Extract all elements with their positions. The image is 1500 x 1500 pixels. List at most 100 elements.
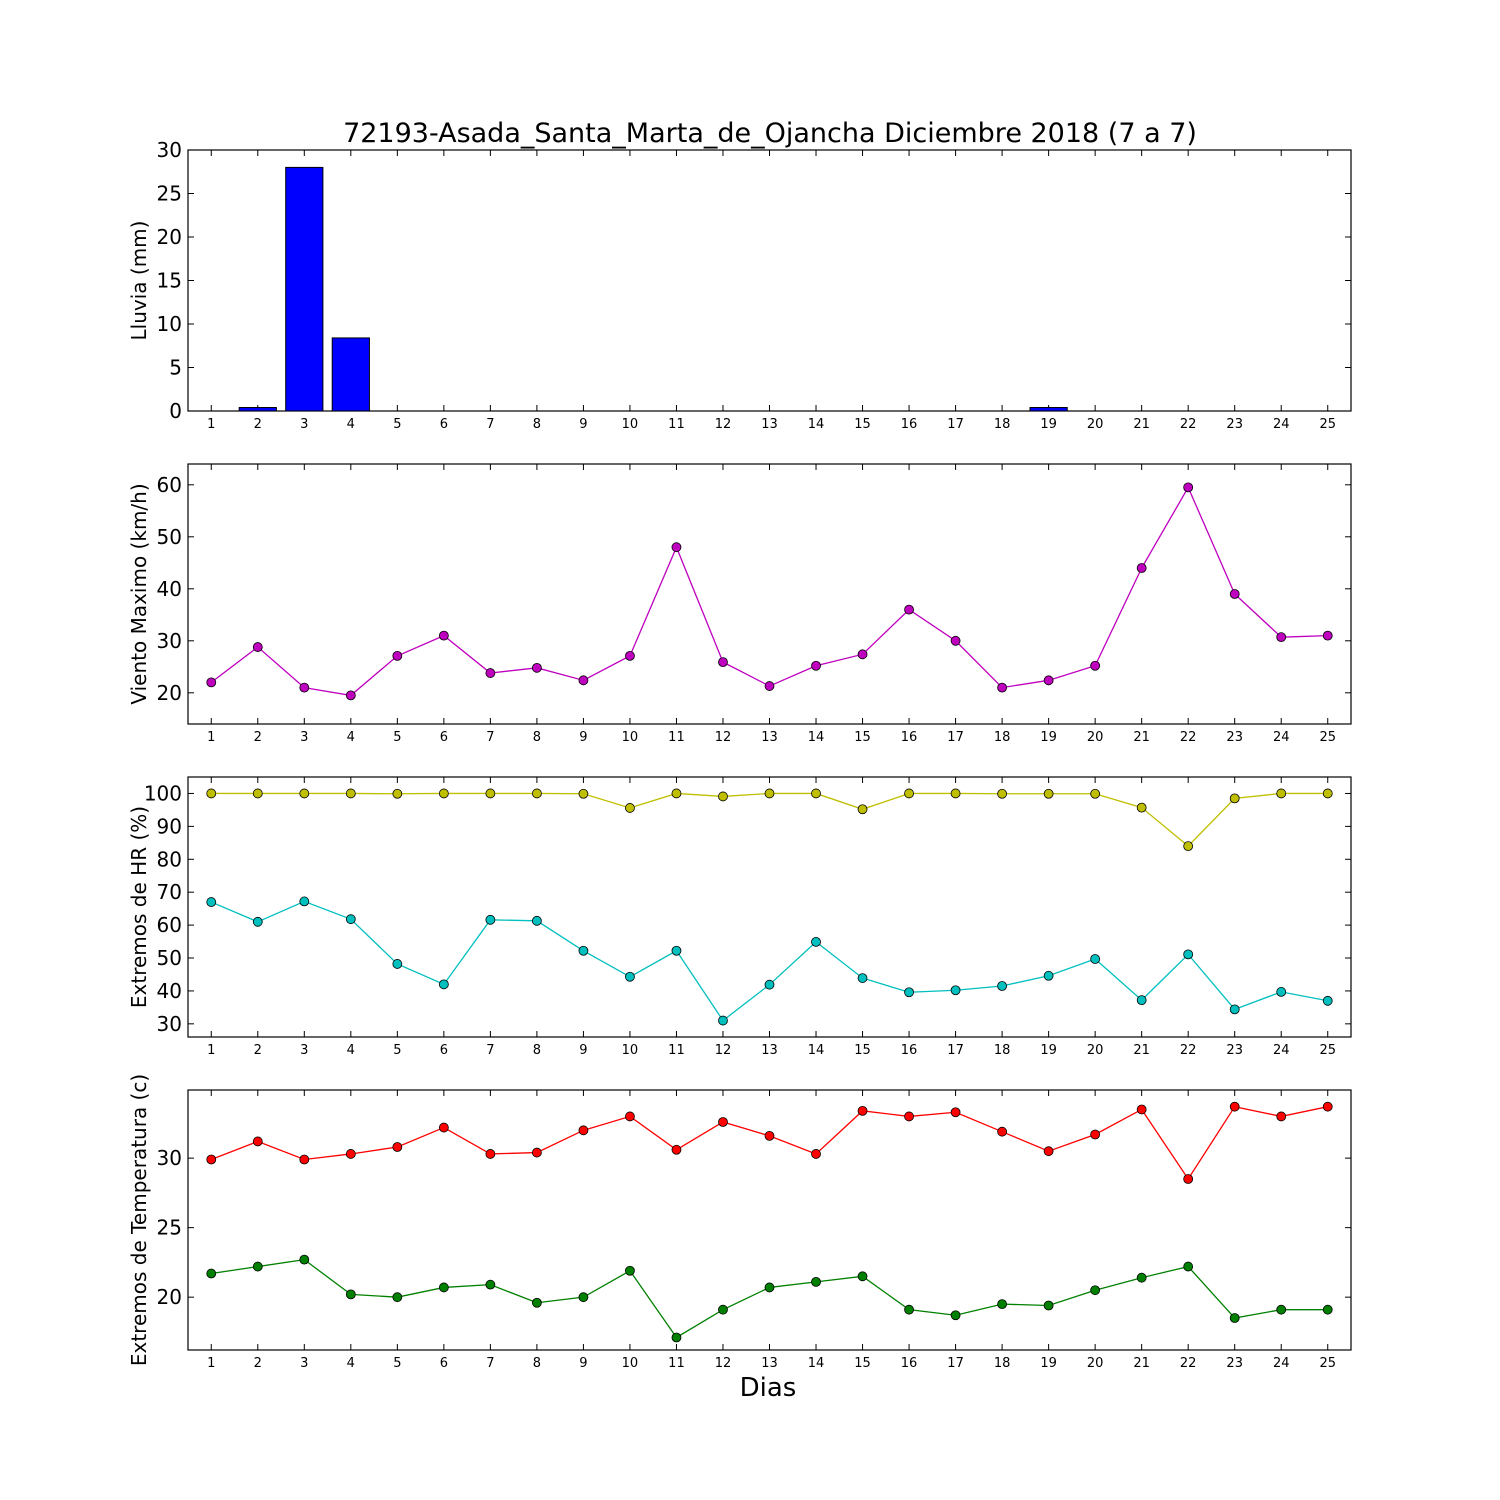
data-point [532,788,542,799]
data-point [485,1279,496,1290]
data-point [718,1117,728,1127]
data-point [1322,1304,1333,1315]
data-point [1090,660,1101,671]
data-point [1229,1313,1240,1323]
data-point [1183,949,1194,960]
data-point [578,1292,589,1303]
y-tick-label: 20 [157,681,182,705]
data-point [485,1149,496,1159]
data-point [997,1299,1007,1310]
x-tick-label: 14 [808,730,825,745]
data-point [1229,1004,1240,1015]
data-point [997,981,1007,991]
data-point [811,936,821,947]
data-point [438,1282,449,1293]
data-point [1183,841,1194,852]
x-tick-label: 16 [901,1043,918,1058]
x-tick-label: 12 [715,730,732,745]
x-tick-label: 19 [1040,1043,1057,1058]
x-tick-label: 3 [300,730,308,745]
x-tick-label: 16 [901,1356,918,1371]
x-tick-label: 17 [947,730,964,745]
data-point [345,1289,356,1300]
data-point [1322,1101,1333,1112]
x-tick-label: 5 [393,1356,401,1371]
x-tick-label: 8 [533,1356,541,1371]
data-point [345,690,356,701]
series-line [211,792,1328,847]
y-tick-label: 80 [157,847,182,871]
x-tick-label: 2 [254,1043,262,1058]
x-tick-label: 7 [486,1356,494,1371]
data-point [438,788,449,799]
data-point [997,1126,1007,1137]
data-point [857,1105,868,1116]
x-tick-label: 18 [994,1043,1011,1058]
x-tick-label: 11 [668,1043,685,1058]
y-tick-label: 0 [169,399,182,423]
x-tick-label: 8 [533,1043,541,1058]
x-tick-label: 16 [901,730,918,745]
x-tick-label: 8 [533,730,541,745]
data-point [857,649,868,660]
data-point [1136,995,1147,1006]
x-tick-label: 14 [808,417,825,432]
x-tick-label: 17 [947,1356,964,1371]
bar [331,337,370,412]
x-tick-label: 17 [947,1043,964,1058]
data-point [1183,1174,1194,1184]
data-point [532,915,542,926]
x-tick-label: 19 [1040,1356,1057,1371]
data-point [764,979,775,990]
data-point [438,1122,449,1133]
x-tick-label: 22 [1180,1356,1197,1371]
data-point [811,1149,821,1159]
x-tick-label: 20 [1087,1043,1104,1058]
series-line [211,1105,1328,1181]
y-tick-label: 30 [157,629,182,653]
data-point [718,1015,728,1026]
x-tick-label: 11 [668,1356,685,1371]
x-tick-label: 10 [622,1043,639,1058]
data-point [532,1147,542,1158]
x-tick-label: 18 [994,417,1011,432]
data-point [532,1297,542,1308]
y-tick-label: 50 [157,525,182,549]
x-tick-label: 15 [854,1356,871,1371]
x-tick-label: 24 [1273,1356,1290,1371]
data-point [857,804,868,815]
data-point [764,1130,775,1141]
data-point [299,682,310,693]
x-tick-label: 14 [808,1043,825,1058]
data-point [1183,1261,1194,1272]
data-point [625,650,635,661]
data-point [671,945,682,956]
bar [1029,407,1068,412]
y-tick-label: 20 [157,1285,182,1309]
y-tick-label: 50 [157,946,182,970]
y-axis-label: Extremos de HR (%) [127,806,151,1008]
data-point [671,1332,682,1343]
data-point [578,675,589,686]
series-line [210,485,1328,697]
y-tick-label: 10 [157,312,182,336]
y-axis-label: Lluvia (mm) [127,221,151,341]
x-tick-label: 4 [347,730,355,745]
x-tick-label: 25 [1319,1356,1336,1371]
data-point [485,914,496,925]
x-tick-label: 23 [1226,1043,1243,1058]
x-tick-label: 13 [761,730,778,745]
data-point [1322,630,1333,641]
data-point [392,1292,403,1303]
data-point [857,973,868,983]
data-point [764,681,775,691]
data-point [1276,632,1287,643]
data-point [438,630,449,641]
data-point [625,971,635,982]
data-point [950,1107,961,1118]
data-point [1090,788,1101,799]
data-point [764,788,775,799]
